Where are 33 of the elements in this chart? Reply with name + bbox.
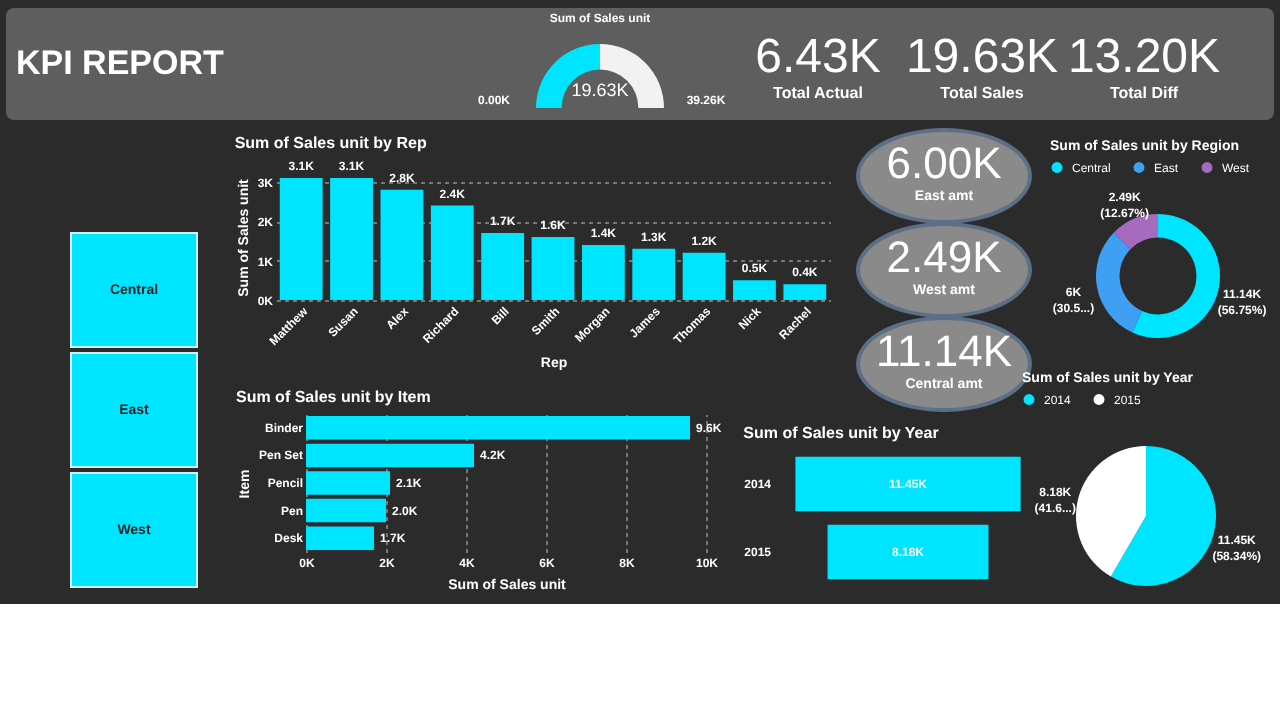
text: 6.00K bbox=[884, 138, 1004, 190]
text: KPI REPORT bbox=[16, 44, 224, 84]
pie-slice bbox=[1110, 446, 1216, 586]
text: Sum of Sales unit by Year bbox=[743, 424, 939, 442]
chart-title: Sum of Sales unit by Rep bbox=[234, 133, 427, 152]
text: Total Diff bbox=[1107, 84, 1181, 102]
text: Total Actual bbox=[771, 84, 865, 102]
bar bbox=[531, 237, 575, 300]
text: 2.49K bbox=[884, 232, 1004, 284]
bar bbox=[306, 526, 374, 550]
bar bbox=[306, 471, 390, 495]
chart-title: Sum of Sales unit by Item bbox=[235, 388, 431, 406]
bar bbox=[632, 248, 676, 300]
donut-slice bbox=[1096, 232, 1143, 333]
bar bbox=[380, 189, 424, 300]
text: 19.63K bbox=[903, 30, 1061, 84]
text: 11.14K bbox=[875, 326, 1013, 376]
text: 19.63K bbox=[569, 80, 631, 100]
bar bbox=[733, 280, 776, 300]
bar bbox=[306, 498, 386, 523]
bar bbox=[306, 416, 690, 440]
bar bbox=[581, 244, 625, 300]
text: Total Sales bbox=[938, 84, 1026, 102]
text: 13.20K bbox=[1065, 30, 1223, 84]
bar bbox=[682, 252, 726, 300]
bar bbox=[430, 205, 474, 300]
pie-slice bbox=[1076, 446, 1146, 577]
bar bbox=[279, 177, 323, 300]
bar bbox=[783, 284, 827, 300]
bar bbox=[481, 233, 525, 300]
text: 6.43K bbox=[753, 30, 883, 84]
bar bbox=[330, 177, 373, 300]
bar bbox=[306, 443, 474, 468]
